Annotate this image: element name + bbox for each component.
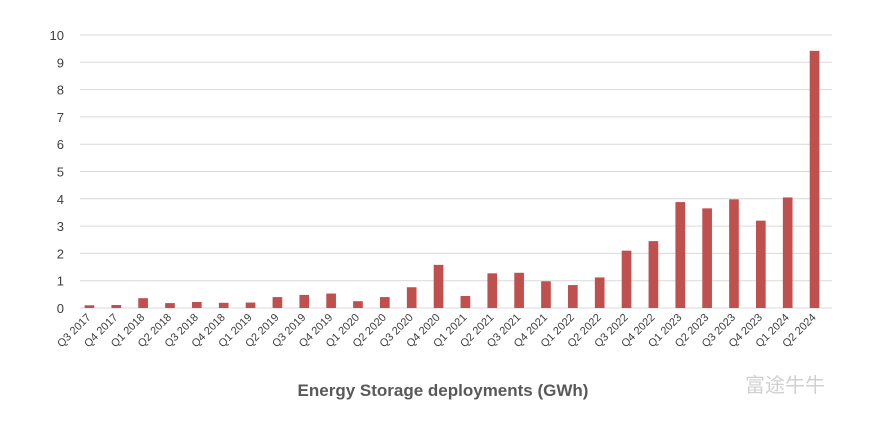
bar [514, 272, 524, 308]
bar [218, 302, 229, 308]
bar [353, 301, 363, 308]
bar [326, 293, 336, 308]
y-tick-label: 5 [57, 165, 64, 180]
bar [648, 241, 659, 308]
y-tick-label: 1 [57, 274, 64, 289]
bar [272, 297, 283, 308]
bar [594, 277, 605, 308]
bar [809, 50, 820, 309]
y-tick-label: 9 [57, 55, 64, 70]
bar [541, 281, 551, 308]
bar [621, 250, 632, 308]
y-tick-label: 7 [57, 110, 64, 125]
bar [406, 287, 417, 308]
bar [702, 208, 712, 308]
bar [379, 297, 390, 308]
bar [782, 197, 793, 308]
y-tick-label: 10 [50, 28, 64, 43]
y-tick-label: 4 [57, 192, 64, 207]
bar [755, 220, 766, 308]
bar [460, 295, 471, 308]
bar [245, 302, 256, 308]
bar [84, 305, 95, 308]
bar [567, 285, 578, 308]
bar [433, 264, 444, 308]
y-tick-label: 3 [57, 219, 64, 234]
bar [165, 303, 175, 308]
bar [111, 304, 122, 308]
y-tick-label: 0 [57, 301, 64, 316]
y-tick-label: 8 [57, 83, 64, 98]
watermark: 富途牛牛 [745, 374, 825, 397]
chart-title: Energy Storage deployments (GWh) [298, 381, 589, 400]
bar [487, 273, 498, 308]
bar [299, 294, 310, 308]
bar [138, 298, 148, 308]
bar [675, 202, 686, 308]
bar [191, 301, 202, 308]
y-tick-label: 6 [57, 137, 64, 152]
bar [729, 199, 739, 308]
y-tick-label: 2 [57, 246, 64, 261]
